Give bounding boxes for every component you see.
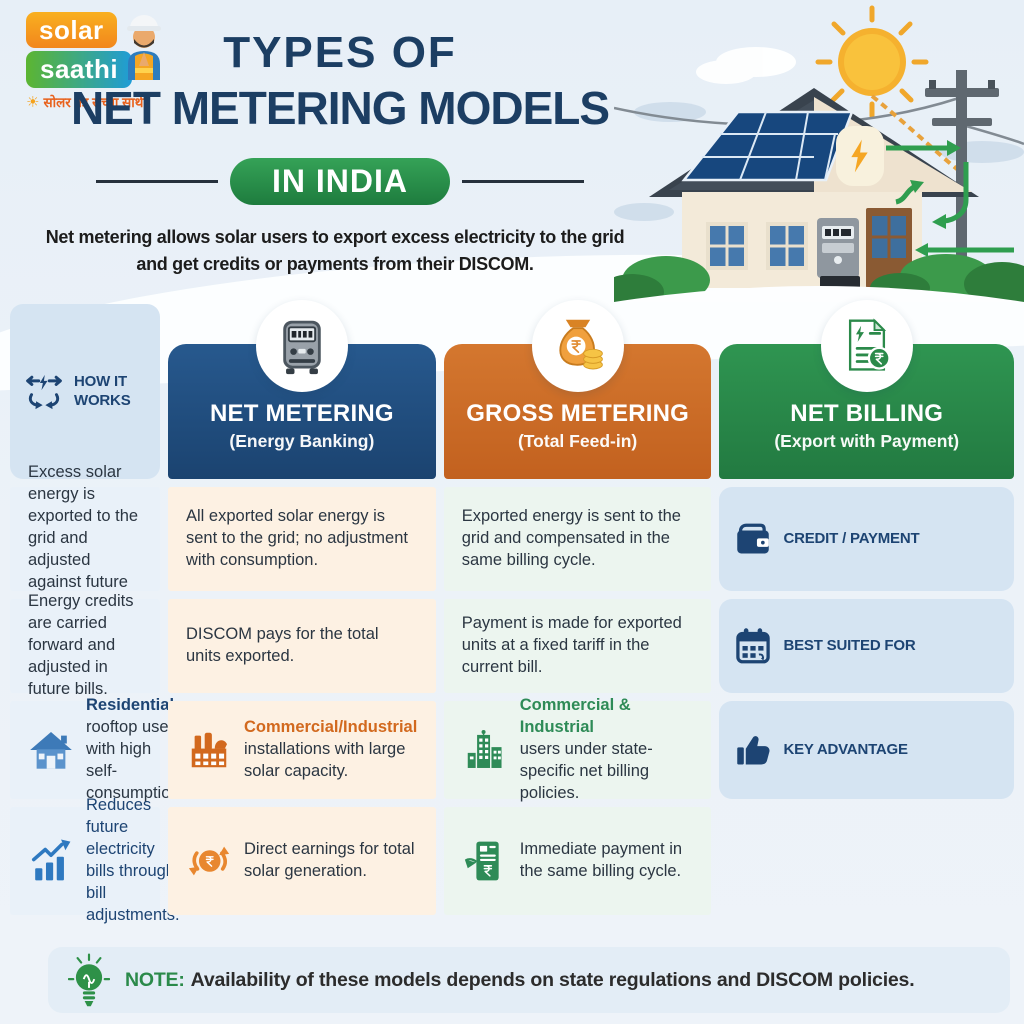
invoice-icon xyxy=(820,300,913,392)
hero-illustration xyxy=(614,5,1024,302)
utility-pole-icon xyxy=(925,70,999,292)
cell-text: Residential rooftop users with high self… xyxy=(86,696,185,802)
intro-line-1: Net metering allows solar users to expor… xyxy=(45,227,625,247)
lightbulb-icon xyxy=(68,953,110,1007)
cell-text: Commercial & Industrial users under stat… xyxy=(520,695,694,805)
cell-net-billing-credit-payment: Payment is made for exported units at a … xyxy=(443,599,712,693)
region-badge-row: IN INDIA xyxy=(30,158,650,205)
column-header-net-billing: NET BILLING (Export with Payment) xyxy=(719,300,1014,479)
row-label-best-suited-for: BEST SUITED FOR xyxy=(719,599,1014,693)
flow-arrows-icon xyxy=(26,374,62,409)
column-title: NET BILLING xyxy=(790,400,944,427)
row-label-text: BEST SUITED FOR xyxy=(783,636,916,654)
sun-icon xyxy=(815,5,929,119)
logo-tagline-text: सोलर का सच्चा साथी xyxy=(43,95,147,110)
worker-mascot-icon xyxy=(127,15,161,80)
cell-net-billing-key-advantage: Immediate payment in the same billing cy… xyxy=(443,807,712,915)
region-badge: IN INDIA xyxy=(230,158,450,205)
hero-section: solar saathi ☀ सोलर का सच्चा साथी TYPES … xyxy=(0,0,1024,394)
column-header-net-metering: NET METERING (Energy Banking) xyxy=(168,300,436,479)
intro-text: Net metering allows solar users to expor… xyxy=(10,224,660,278)
cell-text: Reduces future electricity bills through… xyxy=(86,796,180,924)
cell-net-billing-how-it-works: Exported energy is sent to the grid and … xyxy=(443,487,712,591)
column-subtitle: (Export with Payment) xyxy=(774,431,960,451)
intro-line-2: and get credits or payments from their D… xyxy=(136,254,534,274)
cell-text: All exported solar energy is sent to the… xyxy=(186,507,408,569)
bar-chart-growth-icon xyxy=(28,838,74,884)
factory-icon xyxy=(186,727,232,773)
arrow-heads xyxy=(910,140,961,257)
row-label-text: HOW IT WORKS xyxy=(74,372,131,409)
logo-tagline: ☀ सोलर का सच्चा साथी xyxy=(26,93,196,111)
logo-solar-text: solar xyxy=(26,12,117,48)
solar-saathi-logo: solar saathi ☀ सोलर का सच्चा साथी xyxy=(26,12,196,111)
row-label-text: KEY ADVANTAGE xyxy=(783,740,908,758)
cell-text: Excess solar energy is exported to the g… xyxy=(28,463,139,613)
cell-text: Immediate payment in the same billing cy… xyxy=(519,840,683,880)
badge-left-line xyxy=(96,180,218,183)
row-label-how-it-works: HOW IT WORKS xyxy=(10,304,160,479)
column-subtitle: (Energy Banking) xyxy=(229,431,375,451)
title-line-2: NET METERING MODELS xyxy=(70,82,610,134)
comparison-table: NET METERING (Energy Banking) GROSS METE… xyxy=(10,300,1014,924)
cloud xyxy=(696,47,796,84)
house-icon xyxy=(28,727,74,773)
rupee-exchange-icon xyxy=(186,838,232,884)
row-label-key-advantage: KEY ADVANTAGE xyxy=(719,701,1014,799)
smart-meter-icon xyxy=(817,218,860,298)
cell-highlight: Commercial & Industrial xyxy=(519,696,631,737)
cell-gross-metering-best-suited: Commercial/Industrial installations with… xyxy=(168,701,436,799)
cell-text: Payment is made for exported units at a … xyxy=(461,614,682,676)
wallet-icon xyxy=(737,523,770,554)
title-line-1: TYPES OF xyxy=(223,28,457,77)
column-header-gross-metering: GROSS METERING (Total Feed-in) xyxy=(443,300,712,479)
cell-gross-metering-key-advantage: Direct earnings for total solar generati… xyxy=(168,807,436,915)
column-title: GROSS METERING xyxy=(466,400,690,427)
cell-net-billing-best-suited: Commercial & Industrial users under stat… xyxy=(443,696,712,802)
cell-gross-metering-how-it-works: All exported solar energy is sent to the… xyxy=(168,487,436,591)
money-bag-icon xyxy=(531,300,624,392)
receipt-icon xyxy=(462,838,508,884)
note-bar: NOTE: Availability of these models depend… xyxy=(48,947,1010,1013)
column-subtitle: (Total Feed-in) xyxy=(517,431,638,451)
cell-text: Exported energy is sent to the grid and … xyxy=(461,507,681,569)
cell-highlight: Residential xyxy=(86,696,175,715)
cell-text: Energy credits are carried forward and a… xyxy=(28,592,134,698)
small-sun-icon: ☀ xyxy=(26,94,40,111)
column-title: NET METERING xyxy=(209,400,394,427)
cell-gross-metering-credit-payment: DISCOM pays for the total units exported… xyxy=(168,599,436,693)
cell-net-metering-key-advantage: Reduces future electricity bills through… xyxy=(10,796,180,924)
bushes xyxy=(614,254,1024,302)
cell-highlight: Commercial/Industrial xyxy=(244,718,418,737)
thumbs-up-icon xyxy=(737,736,770,765)
badge-right-line xyxy=(462,180,584,183)
cell-net-metering-credit-payment: Energy credits are carried forward and a… xyxy=(10,592,160,698)
power-line xyxy=(965,124,1024,146)
electric-meter-icon xyxy=(255,300,348,392)
cell-net-metering-best-suited: Residential rooftop users with high self… xyxy=(10,696,184,802)
note-label: NOTE: xyxy=(125,968,185,991)
house-icon xyxy=(649,88,979,298)
row-label-credit-payment: CREDIT / PAYMENT xyxy=(719,487,1014,591)
buildings-icon xyxy=(462,727,508,773)
logo-saathi-text: saathi xyxy=(26,51,133,88)
cell-text: Direct earnings for total solar generati… xyxy=(244,840,415,880)
cell-text: DISCOM pays for the total units exported… xyxy=(186,625,379,665)
cell-net-metering-how-it-works: Excess solar energy is exported to the g… xyxy=(10,463,160,613)
row-label-text: CREDIT / PAYMENT xyxy=(783,529,920,547)
calendar-icon xyxy=(736,628,771,664)
note-text: NOTE: Availability of these models depend… xyxy=(125,968,915,991)
energy-badge-icon xyxy=(836,126,884,186)
cell-text: Commercial/Industrial installations with… xyxy=(244,718,418,780)
ground xyxy=(614,286,1024,302)
page-title: TYPES OF NET METERING MODELS xyxy=(30,28,650,135)
